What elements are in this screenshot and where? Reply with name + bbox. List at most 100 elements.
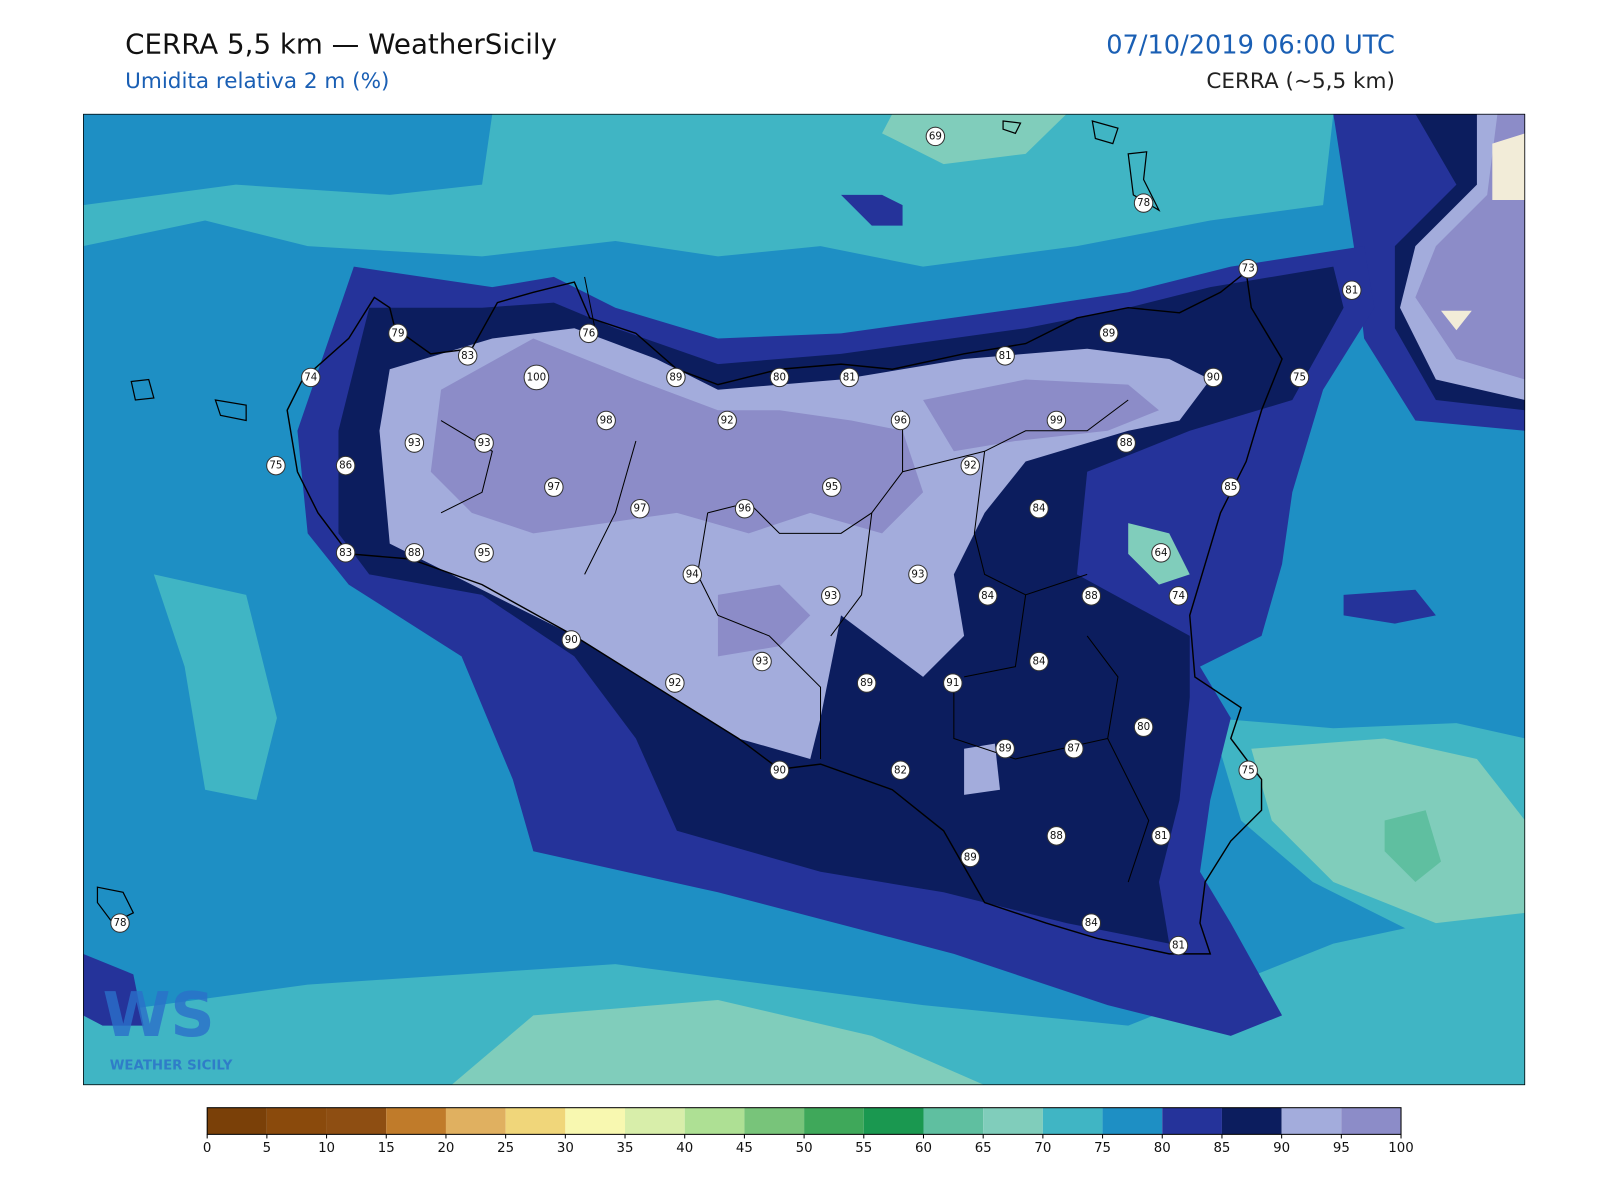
colorbar-box bbox=[1281, 1107, 1342, 1135]
model-label: CERRA (~5,5 km) bbox=[1206, 69, 1395, 94]
station-value: 83 bbox=[461, 350, 474, 362]
station-marker bbox=[1168, 586, 1189, 606]
station-value: 98 bbox=[600, 415, 613, 427]
colorbar-box bbox=[266, 1107, 327, 1135]
province-borders bbox=[440, 276, 1150, 883]
station-value: 78 bbox=[113, 917, 126, 929]
colorbar-tick-label: 60 bbox=[915, 1141, 932, 1156]
station-marker bbox=[1081, 913, 1102, 933]
station-marker bbox=[769, 367, 790, 388]
station-value: 90 bbox=[565, 634, 578, 646]
colorbar-tick-label: 70 bbox=[1034, 1141, 1051, 1156]
colorbar-box bbox=[326, 1107, 387, 1135]
station-marker bbox=[977, 586, 998, 606]
colorbar-tick-label: 5 bbox=[263, 1141, 271, 1156]
colorbar-tick-label: 75 bbox=[1094, 1141, 1111, 1156]
station-marker bbox=[474, 543, 494, 563]
station-value: 84 bbox=[1032, 503, 1045, 515]
station-value: 87 bbox=[1067, 743, 1080, 755]
station-marker bbox=[388, 323, 408, 344]
colorbar-tick-label: 85 bbox=[1213, 1141, 1230, 1156]
station-value: 89 bbox=[669, 371, 682, 383]
station-value: 86 bbox=[339, 460, 352, 472]
station-marker bbox=[1168, 935, 1189, 956]
station-marker bbox=[301, 367, 321, 388]
colorbar-tick-label: 50 bbox=[796, 1141, 813, 1156]
station-marker bbox=[1098, 323, 1119, 344]
station-value: 75 bbox=[1242, 764, 1255, 776]
station-value: 83 bbox=[339, 547, 352, 559]
station-marker bbox=[821, 586, 841, 606]
station-marker bbox=[822, 477, 842, 497]
station-marker bbox=[1029, 498, 1049, 519]
station-marker bbox=[1133, 193, 1154, 213]
station-marker bbox=[1151, 826, 1171, 846]
colorbar-box bbox=[445, 1107, 506, 1135]
station-value: 80 bbox=[773, 371, 786, 383]
station-value: 89 bbox=[1102, 327, 1115, 339]
station-value: 89 bbox=[964, 851, 977, 863]
station-value: 96 bbox=[738, 503, 751, 515]
station-marker bbox=[335, 455, 356, 476]
station-marker bbox=[665, 673, 685, 693]
title: CERRA 5,5 km — WeatherSicily bbox=[125, 27, 557, 60]
field-70-75 bbox=[83, 902, 1526, 1086]
field-95-100 bbox=[717, 584, 811, 657]
station-marker bbox=[908, 564, 928, 585]
field-land bbox=[1492, 133, 1526, 200]
field-65-70 bbox=[882, 113, 1067, 165]
colorbar-box bbox=[744, 1107, 805, 1135]
station-value: 84 bbox=[981, 590, 994, 602]
station-marker bbox=[1238, 258, 1258, 279]
station-marker bbox=[630, 498, 650, 519]
colorbar-box bbox=[386, 1107, 446, 1135]
station-marker bbox=[544, 477, 564, 497]
station-value: 96 bbox=[894, 415, 907, 427]
colorbar: 0 5 10 15 20 25 30 35 40 45 50 55 60 65 70 75 80 85 90 95 10… bbox=[203, 1107, 1414, 1156]
station-marker bbox=[856, 673, 877, 693]
station-marker bbox=[995, 738, 1015, 759]
station-value: 64 bbox=[1155, 547, 1168, 559]
station-marker bbox=[523, 364, 550, 391]
colorbar-tick-label: 0 bbox=[203, 1141, 211, 1156]
colorbar-tick-label: 90 bbox=[1273, 1141, 1290, 1156]
station-marker bbox=[266, 455, 286, 476]
station-value: 99 bbox=[1050, 415, 1063, 427]
station-marker bbox=[1289, 367, 1310, 388]
station-value: 75 bbox=[269, 460, 282, 472]
colorbar-box bbox=[565, 1107, 626, 1135]
station-value: 84 bbox=[1032, 656, 1045, 668]
station-value: 79 bbox=[391, 327, 404, 339]
station-value: 93 bbox=[824, 590, 837, 602]
colorbar-box bbox=[1162, 1107, 1222, 1135]
station-value: 90 bbox=[773, 764, 786, 776]
colorbar-box bbox=[625, 1107, 685, 1135]
station-value: 94 bbox=[686, 568, 699, 580]
station-marker bbox=[995, 346, 1015, 366]
station-marker bbox=[1203, 367, 1224, 388]
station-marker bbox=[110, 913, 130, 933]
field-70-75 bbox=[153, 574, 277, 800]
field-60-65 bbox=[1384, 810, 1442, 883]
station-value: 93 bbox=[478, 437, 491, 449]
station-marker bbox=[666, 367, 686, 388]
station-value: 75 bbox=[1293, 371, 1306, 383]
station-value: 73 bbox=[1242, 263, 1255, 275]
station-marker bbox=[890, 760, 911, 780]
station-marker bbox=[682, 564, 703, 585]
station-value: 88 bbox=[408, 547, 421, 559]
station-value: 91 bbox=[946, 677, 959, 689]
station-marker bbox=[752, 651, 772, 672]
station-marker bbox=[596, 410, 616, 431]
station-marker bbox=[925, 126, 946, 147]
field-90-95 bbox=[964, 743, 1000, 795]
station-value: 88 bbox=[1120, 437, 1133, 449]
station-value: 97 bbox=[547, 481, 560, 493]
station-marker bbox=[1151, 543, 1171, 563]
station-value: 74 bbox=[1172, 590, 1185, 602]
station-value: 81 bbox=[1345, 284, 1358, 296]
colorbar-tick-label: 40 bbox=[676, 1141, 693, 1156]
colorbar-box bbox=[207, 1107, 267, 1135]
station-value: 80 bbox=[1137, 721, 1150, 733]
